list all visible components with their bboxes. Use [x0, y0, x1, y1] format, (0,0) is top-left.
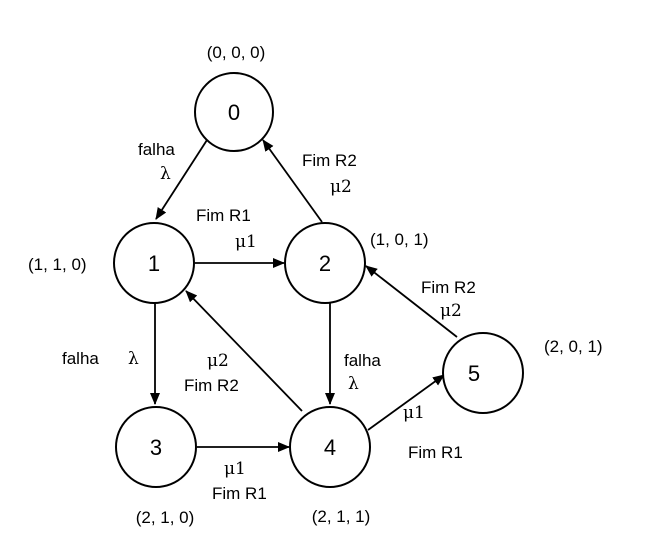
- edge-0-1: falha λ: [138, 139, 208, 220]
- state-node-5-id: 5: [468, 361, 480, 386]
- state-node-4-id: 4: [324, 435, 336, 460]
- state-node-1-tuple: (1, 1, 0): [28, 255, 87, 274]
- edge-0-1-event: falha: [138, 140, 175, 159]
- state-node-0: 0 (0, 0, 0): [194, 43, 274, 152]
- edge-2-0-rate: μ2: [330, 177, 352, 197]
- state-node-2: 2 (1, 0, 1): [284, 222, 429, 304]
- edge-3-4-rate: μ1: [224, 459, 246, 479]
- edge-2-4-rate: λ: [348, 374, 359, 394]
- edge-4-1: Fim R2 μ2: [184, 290, 303, 412]
- state-node-2-id: 2: [319, 251, 331, 276]
- state-node-1: 1 (1, 1, 0): [28, 222, 195, 304]
- state-node-4: 4 (2, 1, 1): [289, 406, 371, 526]
- edge-1-2-event: Fim R1: [196, 206, 251, 225]
- edge-4-5-rate: μ1: [403, 403, 425, 423]
- edge-1-3-event: falha: [62, 349, 99, 368]
- edge-0-1-rate: λ: [160, 164, 171, 184]
- edge-5-2: Fim R2 μ2: [365, 265, 476, 338]
- edge-1-3: falha λ: [62, 303, 160, 405]
- edge-1-3-rate: λ: [128, 349, 139, 369]
- edge-4-1-event: Fim R2: [184, 376, 239, 395]
- edge-2-4-event: falha: [344, 351, 381, 370]
- edge-5-2-event: Fim R2: [421, 278, 476, 297]
- state-node-2-tuple: (1, 0, 1): [370, 230, 429, 249]
- edge-4-5-event: Fim R1: [408, 443, 463, 462]
- edge-1-2-rate: μ1: [235, 232, 257, 252]
- state-node-3: 3 (2, 1, 0): [115, 406, 197, 527]
- state-node-0-tuple: (0, 0, 0): [207, 43, 266, 62]
- edge-3-4-event: Fim R1: [212, 484, 267, 503]
- edge-2-4: falha λ: [325, 303, 381, 405]
- state-node-3-id: 3: [150, 435, 162, 460]
- edge-5-2-rate: μ2: [440, 301, 462, 321]
- edge-3-4: Fim R1 μ1: [197, 442, 290, 503]
- edge-4-5: Fim R1 μ1: [367, 374, 463, 462]
- state-node-5-tuple: (2, 0, 1): [544, 337, 603, 356]
- state-node-3-tuple: (2, 1, 0): [136, 508, 195, 527]
- state-node-4-tuple: (2, 1, 1): [312, 507, 371, 526]
- edge-4-1-rate: μ2: [207, 351, 229, 371]
- state-node-1-id: 1: [148, 251, 160, 276]
- state-node-5: 5 (2, 0, 1): [442, 332, 603, 414]
- edge-1-2: Fim R1 μ1: [195, 206, 285, 268]
- state-node-0-id: 0: [228, 100, 240, 125]
- edge-2-0-event: Fim R2: [302, 151, 357, 170]
- edge-2-0: Fim R2 μ2: [262, 139, 357, 223]
